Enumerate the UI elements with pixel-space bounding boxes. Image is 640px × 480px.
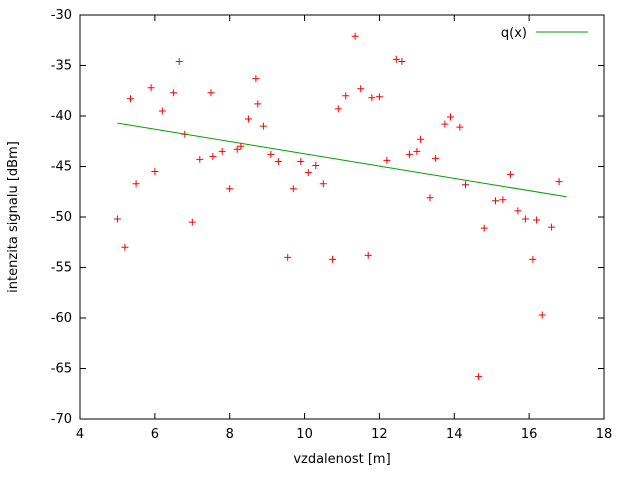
series bbox=[113, 32, 567, 381]
y-tick-label: -60 bbox=[51, 311, 72, 326]
x-tick-label: 8 bbox=[226, 427, 234, 442]
axes bbox=[79, 14, 605, 420]
legend-label: q(x) bbox=[501, 26, 527, 41]
tick-labels: 4 6 8 10 12 14 16 18 -70 -65 -60 -55 -50 -45 -40 -35 -30 bbox=[51, 8, 613, 442]
y-tick-label: -40 bbox=[51, 109, 72, 124]
fit-line bbox=[117, 122, 567, 198]
y-tick-label: -65 bbox=[51, 362, 72, 377]
scatter-points bbox=[113, 32, 563, 381]
x-tick-label: 4 bbox=[76, 427, 84, 442]
x-tick-label: 14 bbox=[446, 427, 463, 442]
x-axis-title: vzdalenost [m] bbox=[293, 452, 390, 467]
x-tick-label: 12 bbox=[371, 427, 388, 442]
x-tick-label: 16 bbox=[521, 427, 538, 442]
y-tick-label: -70 bbox=[51, 412, 72, 427]
y-axis-title: intenzita signalu [dBm] bbox=[6, 141, 21, 293]
y-tick-label: -30 bbox=[51, 8, 72, 23]
y-tick-label: -55 bbox=[51, 261, 72, 276]
y-tick-label: -50 bbox=[51, 210, 72, 225]
x-tick-label: 18 bbox=[596, 427, 613, 442]
y-tick-label: -45 bbox=[51, 160, 72, 175]
legend: q(x) bbox=[501, 26, 588, 41]
x-tick-label: 10 bbox=[296, 427, 313, 442]
y-tick-label: -35 bbox=[51, 59, 72, 74]
x-tick-label: 6 bbox=[151, 427, 159, 442]
